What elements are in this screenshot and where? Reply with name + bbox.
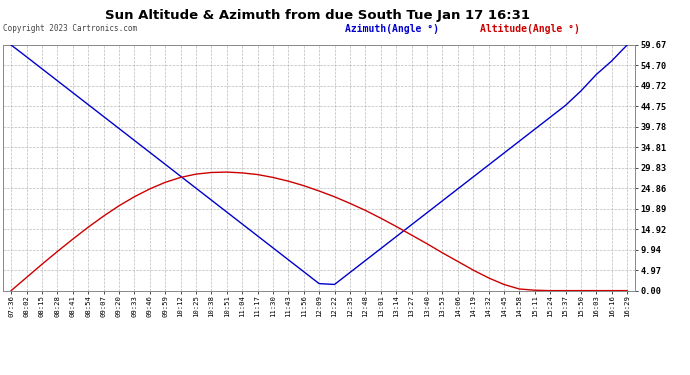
Text: Azimuth(Angle °): Azimuth(Angle °) <box>345 24 439 34</box>
Text: Copyright 2023 Cartronics.com: Copyright 2023 Cartronics.com <box>3 24 137 33</box>
Text: Sun Altitude & Azimuth from due South Tue Jan 17 16:31: Sun Altitude & Azimuth from due South Tu… <box>105 9 530 22</box>
Text: Altitude(Angle °): Altitude(Angle °) <box>480 24 580 34</box>
